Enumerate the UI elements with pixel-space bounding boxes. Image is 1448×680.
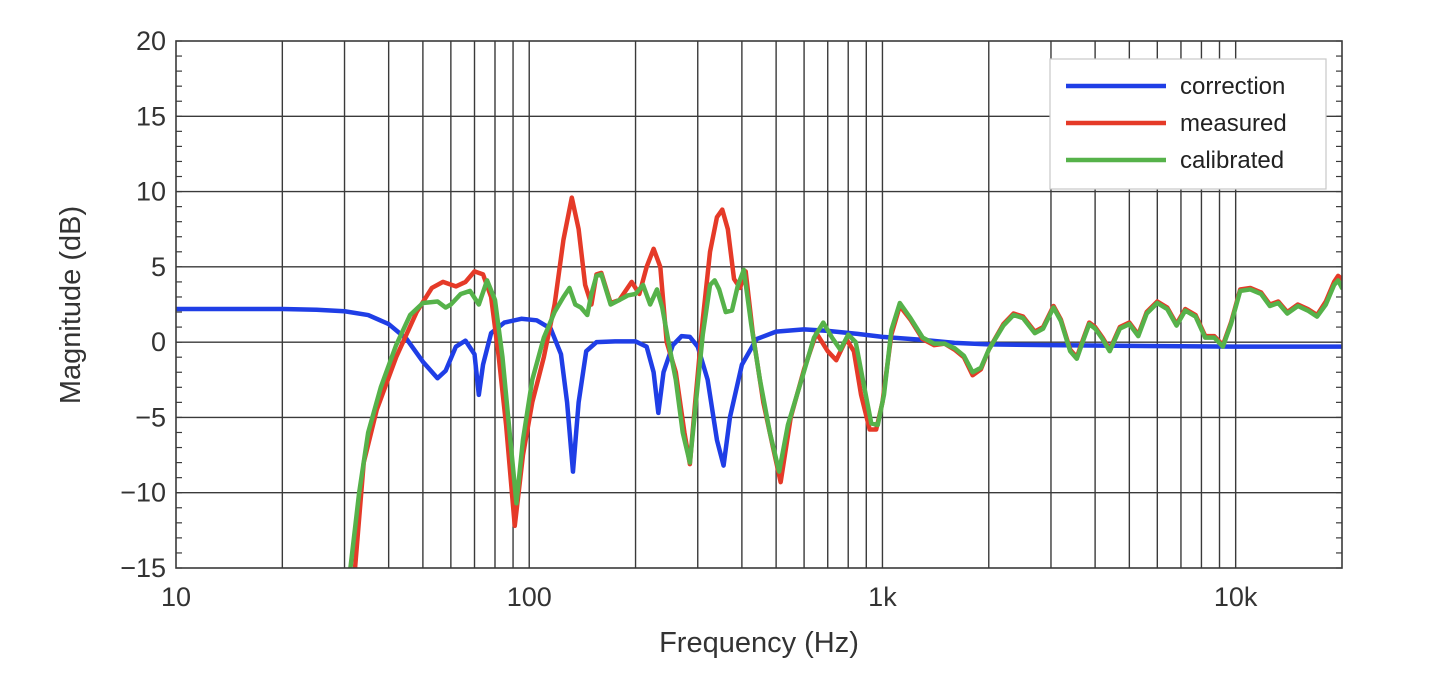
y-tick-label: 0 (151, 327, 166, 357)
y-tick-label: −15 (120, 553, 166, 583)
legend-label-calibrated: calibrated (1180, 147, 1284, 174)
y-tick-labels: 20 15 10 5 0 −5 −10 −15 (120, 26, 166, 583)
y-tick-label: 15 (136, 101, 166, 131)
x-tick-label: 10k (1214, 582, 1258, 612)
y-tick-label: 20 (136, 26, 166, 56)
y-tick-label: 10 (136, 177, 166, 207)
legend: correction measured calibrated (1049, 58, 1327, 190)
series-line-calibrated (348, 267, 1342, 568)
x-tick-label: 1k (868, 582, 897, 612)
x-tick-labels: 10 100 1k 10k (161, 582, 1258, 612)
legend-label-measured: measured (1180, 110, 1287, 137)
y-tick-label: −5 (135, 402, 166, 432)
y-tick-label: −10 (120, 478, 166, 508)
x-tick-label: 10 (161, 582, 191, 612)
legend-label-correction: correction (1180, 73, 1285, 100)
plot-frame (175, 40, 1343, 569)
x-tick-label: 100 (507, 582, 552, 612)
y-axis-label: Magnitude (dB) (55, 206, 87, 404)
series-line-correction (176, 306, 1342, 474)
grid (176, 40, 1342, 569)
y-tick-label: 5 (151, 252, 166, 282)
x-axis-label: Frequency (Hz) (659, 627, 859, 659)
series-group (176, 195, 1342, 568)
